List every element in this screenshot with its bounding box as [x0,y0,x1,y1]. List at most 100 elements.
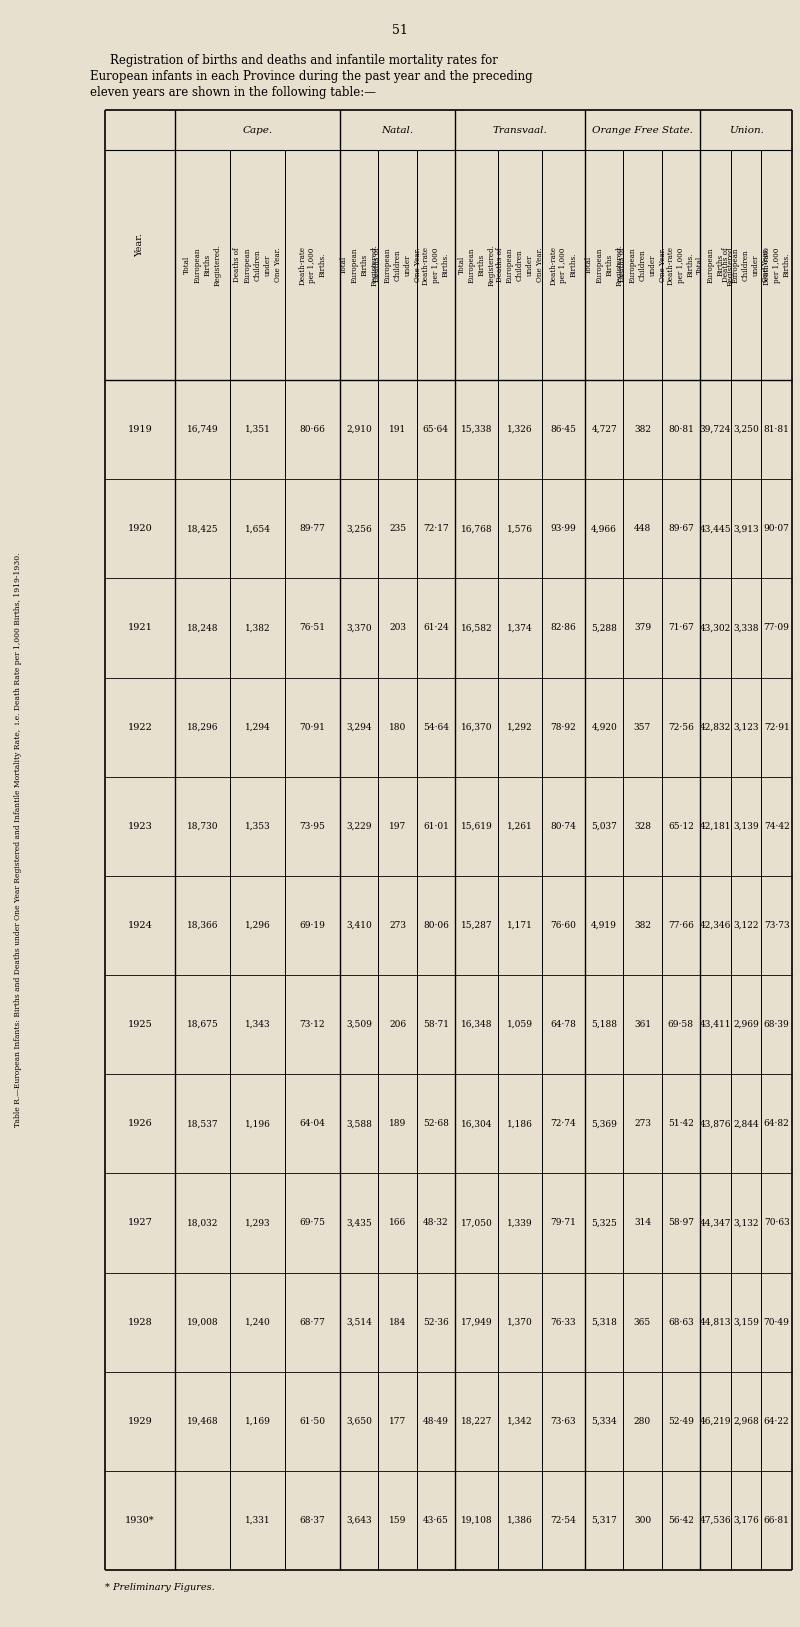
Text: Death-rate
per 1,000
Births.: Death-rate per 1,000 Births. [666,246,695,285]
Text: 379: 379 [634,623,651,633]
Text: 73·95: 73·95 [299,822,326,831]
Text: 1,296: 1,296 [245,921,270,931]
Text: 61·01: 61·01 [423,822,449,831]
Text: 74·42: 74·42 [764,822,790,831]
Text: 42,346: 42,346 [700,921,731,931]
Text: 1921: 1921 [127,623,153,633]
Text: 3,256: 3,256 [346,524,372,534]
Text: 73·73: 73·73 [764,921,790,931]
Text: 44,813: 44,813 [699,1318,731,1326]
Text: 42,832: 42,832 [700,722,731,732]
Text: 43,411: 43,411 [699,1020,731,1030]
Text: 1929: 1929 [128,1417,152,1425]
Text: 80·74: 80·74 [550,822,576,831]
Text: 273: 273 [634,1119,651,1128]
Text: 18,730: 18,730 [186,822,218,831]
Text: Death-rate
per 1,000
Births.: Death-rate per 1,000 Births. [422,246,450,285]
Text: Cape.: Cape. [242,125,273,135]
Text: 300: 300 [634,1516,651,1524]
Text: 18,296: 18,296 [186,722,218,732]
Text: 3,370: 3,370 [346,623,372,633]
Text: 66·81: 66·81 [764,1516,790,1524]
Text: Orange Free State.: Orange Free State. [592,125,693,135]
Text: 70·49: 70·49 [764,1318,790,1326]
Text: 68·37: 68·37 [300,1516,326,1524]
Text: 1,059: 1,059 [507,1020,533,1030]
Text: 159: 159 [389,1516,406,1524]
Text: 5,317: 5,317 [591,1516,617,1524]
Text: 3,159: 3,159 [733,1318,759,1326]
Text: 76·51: 76·51 [299,623,326,633]
Text: 1,169: 1,169 [245,1417,270,1425]
Text: 1,292: 1,292 [507,722,533,732]
Text: 2,844: 2,844 [733,1119,759,1128]
Text: eleven years are shown in the following table:—: eleven years are shown in the following … [90,86,376,99]
Text: 191: 191 [389,425,406,434]
Text: 64·78: 64·78 [550,1020,576,1030]
Text: 4,920: 4,920 [591,722,617,732]
Text: 56·42: 56·42 [668,1516,694,1524]
Text: 3,913: 3,913 [733,524,759,534]
Text: 18,248: 18,248 [186,623,218,633]
Text: 1,240: 1,240 [245,1318,270,1326]
Text: 76·33: 76·33 [550,1318,576,1326]
Text: Deaths of
European
Children
under
One Year.: Deaths of European Children under One Ye… [374,247,422,283]
Text: 77·66: 77·66 [668,921,694,931]
Text: 1,374: 1,374 [507,623,533,633]
Text: 1,382: 1,382 [245,623,270,633]
Text: 44,347: 44,347 [699,1219,731,1227]
Text: 58·97: 58·97 [668,1219,694,1227]
Text: 80·81: 80·81 [668,425,694,434]
Text: 18,537: 18,537 [186,1119,218,1128]
Text: 5,318: 5,318 [591,1318,617,1326]
Text: 16,768: 16,768 [461,524,493,534]
Text: 16,749: 16,749 [186,425,218,434]
Text: Deaths of
European
Children
under
One Year.: Deaths of European Children under One Ye… [234,247,282,283]
Text: 19,108: 19,108 [461,1516,493,1524]
Text: Table R.—European Infants: Births and Deaths under One Year Registered and Infan: Table R.—European Infants: Births and De… [14,553,22,1128]
Text: 68·39: 68·39 [764,1020,790,1030]
Text: 361: 361 [634,1020,651,1030]
Text: 52·68: 52·68 [423,1119,449,1128]
Text: 4,966: 4,966 [591,524,617,534]
Text: 1,386: 1,386 [507,1516,533,1524]
Text: 1,339: 1,339 [507,1219,533,1227]
Text: 1924: 1924 [127,921,153,931]
Text: 43,445: 43,445 [699,524,731,534]
Text: Death-rate
per 1,000
Births.: Death-rate per 1,000 Births. [762,246,790,285]
Text: 1,293: 1,293 [245,1219,270,1227]
Text: 1923: 1923 [127,822,153,831]
Text: 1,171: 1,171 [507,921,533,931]
Text: 3,338: 3,338 [734,623,758,633]
Text: 48·32: 48·32 [423,1219,449,1227]
Text: 43,876: 43,876 [699,1119,731,1128]
Text: 15,338: 15,338 [461,425,493,434]
Text: 69·19: 69·19 [299,921,326,931]
Text: 166: 166 [389,1219,406,1227]
Text: 1,294: 1,294 [245,722,270,732]
Text: 2,969: 2,969 [733,1020,759,1030]
Text: 3,435: 3,435 [346,1219,372,1227]
Text: 72·17: 72·17 [423,524,449,534]
Text: 65·12: 65·12 [668,822,694,831]
Text: 448: 448 [634,524,651,534]
Text: 18,227: 18,227 [461,1417,492,1425]
Text: 46,219: 46,219 [699,1417,731,1425]
Text: 1,654: 1,654 [245,524,270,534]
Text: 3,643: 3,643 [346,1516,372,1524]
Text: 43,302: 43,302 [700,623,731,633]
Text: Registration of births and deaths and infantile mortality rates for: Registration of births and deaths and in… [110,54,498,67]
Text: 206: 206 [389,1020,406,1030]
Text: 3,250: 3,250 [733,425,759,434]
Text: 357: 357 [634,722,651,732]
Text: 3,123: 3,123 [734,722,758,732]
Text: * Preliminary Figures.: * Preliminary Figures. [105,1583,214,1593]
Text: Death-rate
per 1,000
Births.: Death-rate per 1,000 Births. [550,246,578,285]
Text: 203: 203 [389,623,406,633]
Text: 1919: 1919 [128,425,152,434]
Text: 70·63: 70·63 [764,1219,790,1227]
Text: 5,288: 5,288 [591,623,617,633]
Text: 51·42: 51·42 [668,1119,694,1128]
Text: 15,619: 15,619 [461,822,493,831]
Text: 1,326: 1,326 [507,425,533,434]
